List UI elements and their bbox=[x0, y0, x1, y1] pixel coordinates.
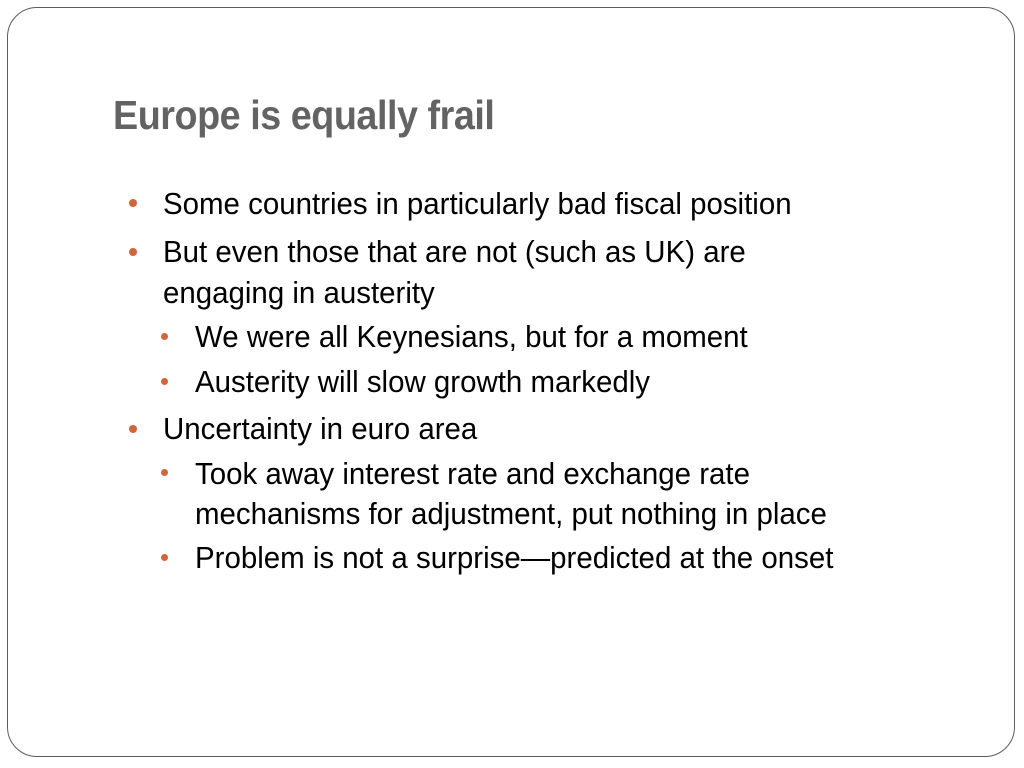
sub-bullet-item: Austerity will slow growth markedly bbox=[195, 364, 650, 399]
sub-bullet-dot-icon bbox=[161, 554, 168, 561]
sub-bullet-item-continuation: mechanisms for adjustment, put nothing i… bbox=[195, 496, 827, 531]
slide-title: Europe is equally frail bbox=[113, 92, 495, 138]
bullet-dot-icon bbox=[129, 248, 137, 256]
sub-bullet-dot-icon bbox=[161, 333, 168, 340]
slide-frame bbox=[7, 7, 1015, 757]
bullet-item: But even those that are not (such as UK)… bbox=[163, 234, 746, 269]
sub-bullet-item: Took away interest rate and exchange rat… bbox=[195, 456, 750, 491]
sub-bullet-item: Problem is not a surprise—predicted at t… bbox=[195, 540, 834, 575]
bullet-dot-icon bbox=[129, 199, 137, 207]
bullet-item: Uncertainty in euro area bbox=[163, 411, 478, 446]
bullet-item: Some countries in particularly bad fisca… bbox=[163, 186, 792, 221]
sub-bullet-dot-icon bbox=[161, 378, 168, 385]
sub-bullet-dot-icon bbox=[161, 469, 168, 476]
bullet-item-continuation: engaging in austerity bbox=[163, 275, 435, 310]
sub-bullet-item: We were all Keynesians, but for a moment bbox=[195, 319, 748, 354]
bullet-dot-icon bbox=[129, 425, 137, 433]
